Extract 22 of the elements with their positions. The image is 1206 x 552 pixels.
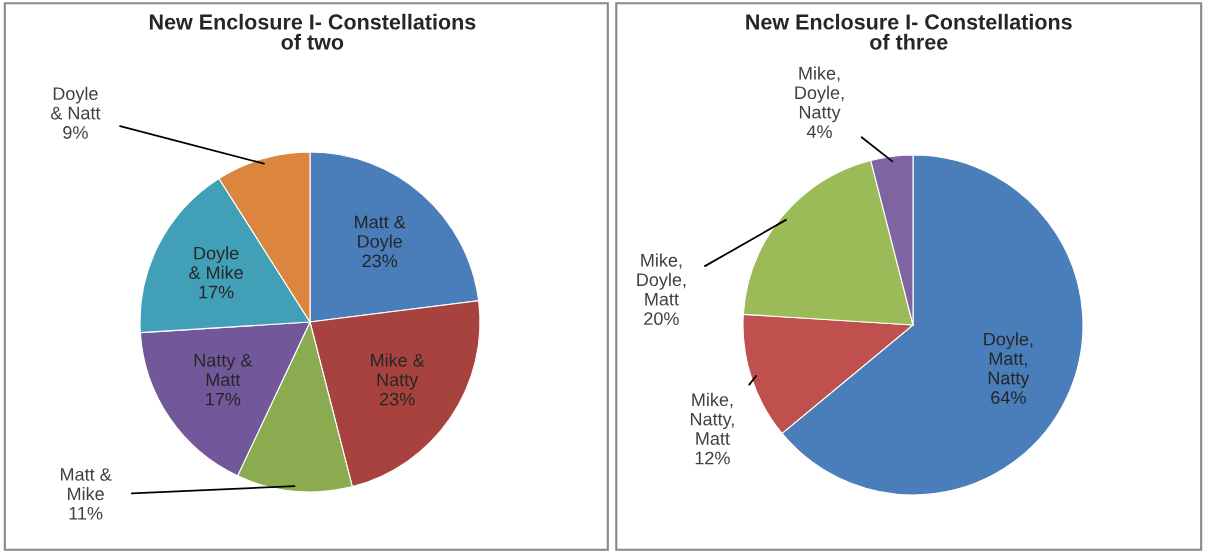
data-label: 12% [695,451,730,465]
data-label: 17% [206,392,241,406]
data-label: 23% [380,392,415,406]
slice-label: Mike & Natty [371,353,425,390]
data-label: 4% [806,125,832,138]
chart-title: New Enclosure I- Constellations of three [746,13,1072,50]
data-label: 23% [362,254,398,268]
slice-label: Matt & Mike [61,468,112,501]
slice-label: Mike, Doyle, Natty [795,66,844,123]
slice-label: Mike, Natty, Matt [690,392,734,445]
data-label: 64% [991,391,1026,404]
data-label: 20% [644,312,679,326]
slice-label: Doyle & Natt [50,86,101,120]
slice-label: Doyle & Mike [189,246,243,279]
slice-label: Matt & Doyle [355,215,406,252]
data-label: 11% [69,506,103,520]
chart-title: New Enclosure I- Constellations of two [149,13,476,50]
data-label: 9% [63,126,88,139]
slice-label: Mike, Doyle, Matt [637,253,686,306]
slice-label: Doyle, Matt, Natty [984,332,1033,389]
slice-label: Natty & Matt [194,353,253,387]
data-label: 17% [199,285,234,299]
